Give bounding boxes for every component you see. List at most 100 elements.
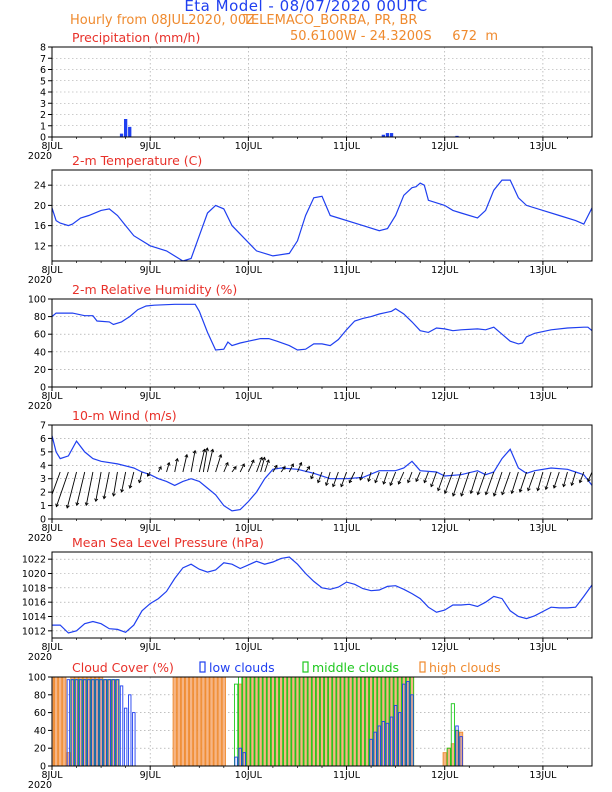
wind-vector xyxy=(407,471,413,483)
high-clouds-bar xyxy=(319,677,325,766)
wind-arrowhead xyxy=(241,463,245,468)
precipitation-bar xyxy=(128,126,132,137)
wind-arrowhead xyxy=(367,478,371,483)
wind-vector xyxy=(340,471,347,487)
wind-vector xyxy=(563,471,568,487)
subtitle-run: Hourly from 08JUL2020, 00Z xyxy=(70,13,256,28)
middle-clouds-bar xyxy=(262,677,267,766)
legend-swatch xyxy=(302,661,309,673)
middle-clouds-bar xyxy=(311,677,316,766)
wind-arrowhead xyxy=(266,459,270,464)
high-clouds-bar xyxy=(201,677,206,766)
precipitation-bar xyxy=(389,133,394,137)
high-clouds-bar xyxy=(266,677,271,766)
y-tick-label: 20 xyxy=(34,201,46,212)
wind-vector xyxy=(493,471,503,497)
panel-5: 1012 1014 1016 1018 1020 1022 8JUL 9JUL 10JUL 11J… xyxy=(22,535,593,663)
wind-vector xyxy=(571,471,577,486)
wind-vector xyxy=(247,459,255,473)
low-clouds-bar xyxy=(132,712,136,766)
high-clouds-bar xyxy=(307,677,312,766)
wind-vector xyxy=(272,465,278,473)
middle-clouds-bar xyxy=(360,677,366,766)
high-clouds-bar xyxy=(58,677,63,766)
x-year-label: 2020 xyxy=(28,533,52,544)
y-tick-label: 2 xyxy=(40,110,46,121)
wind-vector xyxy=(325,471,331,486)
low-clouds-bar xyxy=(385,722,390,766)
wind-arrowhead xyxy=(210,448,215,453)
panel-title: Precipitation (mm/h) xyxy=(72,30,200,45)
wind-arrowhead xyxy=(562,483,567,488)
middle-clouds-bar xyxy=(299,677,304,766)
legend-swatch xyxy=(199,661,206,673)
wind-arrowhead xyxy=(518,488,523,493)
wind-vector xyxy=(288,463,294,473)
plot-area xyxy=(52,179,592,261)
panel-3: 0 20 40 60 80 100 8JUL 9JUL 10JUL 11JUL 12JUL 13JUL… xyxy=(28,282,593,412)
high-clouds-bar xyxy=(254,677,259,766)
high-clouds-bar xyxy=(442,752,447,766)
x-tick-label: 8JUL xyxy=(41,523,63,534)
precipitation-bar xyxy=(455,135,459,137)
wind-vector xyxy=(174,458,178,473)
x-tick-label: 12JUL xyxy=(431,265,459,276)
wind-arrowhead xyxy=(476,491,481,496)
y-tick-label: 100 xyxy=(28,295,46,306)
wind-arrowhead xyxy=(510,490,515,495)
wind-arrowhead xyxy=(174,457,179,462)
wind-vector xyxy=(470,471,478,494)
wind-arrowhead xyxy=(423,479,428,484)
y-tick-label: 1022 xyxy=(22,555,46,566)
low-clouds-bar xyxy=(455,725,459,766)
wind-arrowhead xyxy=(430,483,434,488)
wind-arrowhead xyxy=(348,479,353,484)
y-tick-label: 4 xyxy=(40,88,46,99)
wind-arrowhead xyxy=(536,487,541,492)
middle-clouds-bar xyxy=(287,677,292,766)
wind-arrowhead xyxy=(262,456,266,461)
x-year-label: 2020 xyxy=(28,401,52,412)
high-clouds-bar xyxy=(311,677,316,766)
low-clouds-bar xyxy=(381,721,386,766)
x-tick-label: 13JUL xyxy=(529,523,557,534)
plot-area xyxy=(52,677,464,766)
high-clouds-bar xyxy=(364,677,370,766)
plot-frame xyxy=(51,551,593,639)
wind-arrowhead xyxy=(128,484,133,489)
y-tick-label: 3 xyxy=(40,474,46,485)
middle-clouds-bar xyxy=(307,677,312,766)
high-clouds-bar xyxy=(209,677,214,766)
wind-arrowhead xyxy=(397,480,402,485)
high-clouds-bar xyxy=(340,677,345,766)
subtitle-station: TELEMACO_BORBA, PR, BR xyxy=(243,13,418,28)
legend-label: high clouds xyxy=(429,660,501,675)
middle-clouds-bar xyxy=(344,677,349,766)
high-clouds-bar xyxy=(250,677,255,766)
y-tick-label: 100 xyxy=(28,673,46,684)
high-clouds-bar xyxy=(352,677,357,766)
wind-vector xyxy=(310,471,315,479)
x-tick-label: 8JUL xyxy=(41,391,63,402)
high-clouds-bar xyxy=(184,677,190,766)
plot-area xyxy=(52,303,592,351)
middle-clouds-bar xyxy=(238,677,243,766)
wind-arrowhead xyxy=(469,490,474,495)
middle-clouds-bar xyxy=(450,703,456,766)
middle-clouds-bar xyxy=(377,677,382,766)
x-tick-label: 13JUL xyxy=(529,265,557,276)
low-clouds-bar xyxy=(242,752,246,766)
wind-arrowhead xyxy=(552,484,557,489)
wind-vector xyxy=(157,466,162,473)
y-tick-label: 1 xyxy=(40,501,46,512)
wind-vector xyxy=(305,466,310,473)
x-year-label: 2020 xyxy=(28,652,52,663)
wind-arrowhead xyxy=(94,498,99,503)
wind-arrowhead xyxy=(526,487,531,492)
x-tick-label: 8JUL xyxy=(41,141,63,152)
middle-clouds-bar xyxy=(446,747,451,766)
wind-arrowhead xyxy=(84,502,89,507)
high-clouds-bar xyxy=(299,677,304,766)
middle-clouds-bar xyxy=(368,677,374,766)
high-clouds-bar xyxy=(323,677,329,766)
